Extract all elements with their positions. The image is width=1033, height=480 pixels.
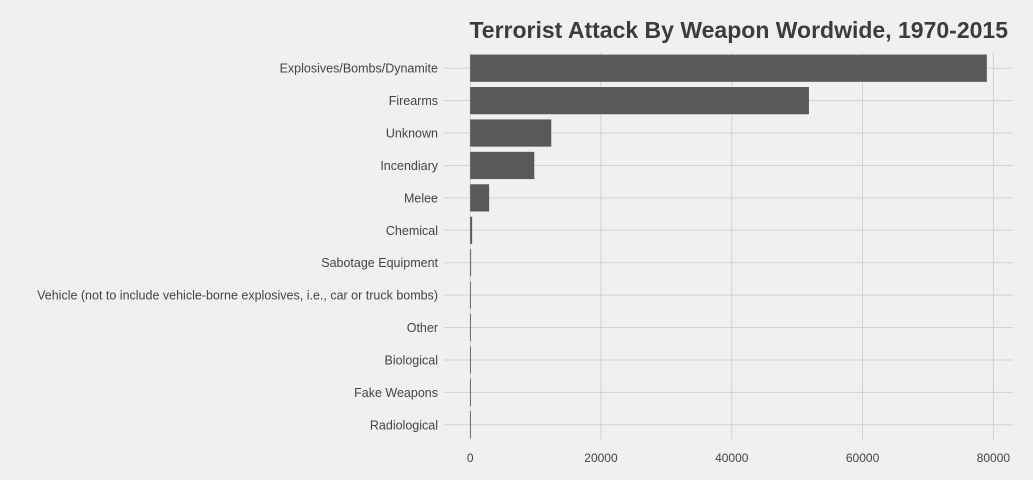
bar — [470, 87, 809, 115]
category-label: Radiological — [370, 418, 438, 432]
category-label: Incendiary — [380, 159, 438, 173]
category-label: Explosives/Bombs/Dynamite — [280, 62, 438, 76]
category-label: Unknown — [386, 127, 438, 141]
bar-layer — [470, 54, 987, 439]
bar — [470, 313, 471, 342]
category-label: Melee — [404, 191, 438, 205]
bar — [470, 378, 471, 406]
category-label: Chemical — [386, 224, 438, 238]
category-label-layer: Explosives/Bombs/Dynamite Firearms Unknown… — [37, 62, 439, 433]
bar — [470, 151, 535, 180]
category-label: Sabotage Equipment — [321, 256, 438, 270]
bar — [470, 249, 472, 277]
bar — [470, 119, 552, 147]
bar — [470, 281, 471, 309]
x-tick-label: 40000 — [715, 451, 749, 465]
bar — [470, 184, 490, 212]
x-tick-label: 0 — [467, 451, 474, 465]
category-label: Biological — [384, 353, 438, 367]
category-label: Firearms — [389, 94, 438, 108]
x-tick-label: 20000 — [584, 451, 618, 465]
x-tick-layer: 0 20000 40000 60000 80000 — [467, 451, 1011, 465]
bar — [470, 216, 473, 244]
category-label: Vehicle (not to include vehicle-borne ex… — [37, 289, 438, 303]
category-label: Other — [407, 321, 438, 335]
bar — [470, 54, 987, 82]
bar — [470, 346, 471, 374]
x-tick-label: 60000 — [846, 451, 880, 465]
category-label: Fake Weapons — [354, 386, 438, 400]
x-tick-label: 80000 — [977, 451, 1011, 465]
bar — [470, 411, 471, 439]
chart-title: Terrorist Attack By Weapon Wordwide, 197… — [469, 17, 1008, 43]
